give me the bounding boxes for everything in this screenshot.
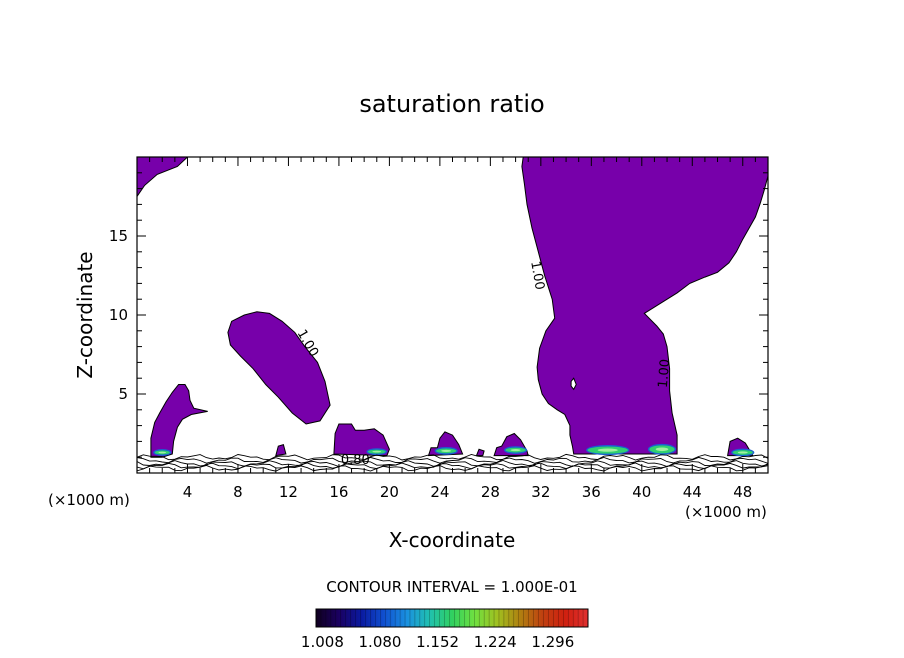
- region-bump-27: [475, 448, 485, 457]
- hotspot-core-3: [441, 449, 452, 452]
- x-tick-label: 48: [733, 483, 752, 501]
- colorbar-tick-label: 1.224: [474, 633, 517, 651]
- x-tick-label: 12: [279, 483, 298, 501]
- x-tick-label: 4: [183, 483, 193, 501]
- x-tick-label: 20: [380, 483, 399, 501]
- contour-label-3: 0.80: [341, 453, 370, 468]
- y-tick-label: 5: [118, 385, 128, 403]
- colorbar: 1.008 1.080 1.152 1.224 1.296: [301, 608, 589, 651]
- ground-line-0: [137, 453, 768, 461]
- contour-plot-area: [137, 157, 768, 472]
- x-unit-label-left: (×1000 m): [48, 491, 130, 509]
- colorbar-tick-label: 1.080: [359, 633, 402, 651]
- contour-label-1: 1.00: [527, 260, 547, 291]
- ground-line-2: [137, 460, 768, 467]
- x-tick-label: 16: [329, 483, 348, 501]
- hotspot-core-6: [158, 451, 167, 454]
- ground-line-1: [137, 456, 768, 464]
- region-tall-cloud: [521, 157, 768, 455]
- x-tick-label: 8: [233, 483, 243, 501]
- colorbar-tick-label: 1.008: [301, 633, 344, 651]
- region-bump-16: [333, 423, 390, 457]
- y-tick-label: 15: [109, 227, 128, 245]
- region-hole-0: [570, 377, 577, 391]
- region-bump-12: [275, 443, 287, 457]
- x-tick-label: 28: [481, 483, 500, 501]
- colorbar-tick-label: 1.296: [531, 633, 574, 651]
- colorbar-gradient: [315, 608, 589, 628]
- chart-title: saturation ratio: [359, 90, 544, 118]
- x-tick-label: 36: [582, 483, 601, 501]
- hotspot-core-4: [372, 450, 382, 453]
- x-tick-label: 24: [430, 483, 449, 501]
- region-mid-blob: [227, 311, 331, 425]
- colorbar-dividers: [320, 609, 584, 627]
- x-axis-ticks: 4 8 12 16 20 24 28 32 36 40 44 48: [149, 157, 756, 501]
- high-value-hotspots: [153, 443, 755, 457]
- x-tick-label: 40: [632, 483, 651, 501]
- x-axis-label: X-coordinate: [389, 528, 516, 552]
- ground-contour-lines: [137, 453, 768, 472]
- y-axis-ticks: 5 10 15: [109, 172, 768, 458]
- hotspot-core-1: [655, 447, 669, 452]
- contour-regions: [137, 157, 768, 458]
- hotspot-core-2: [510, 449, 521, 452]
- y-tick-label: 10: [109, 306, 128, 324]
- x-unit-label-right: (×1000 m): [685, 503, 767, 521]
- colorbar-tick-label: 1.152: [416, 633, 459, 651]
- contour-interval-label: CONTOUR INTERVAL = 1.000E-01: [326, 578, 577, 596]
- region-top-left: [137, 157, 189, 198]
- hotspot-core-0: [597, 448, 618, 452]
- y-axis-label: Z-coordinate: [73, 251, 97, 378]
- contour-label-2: 1.00: [656, 358, 673, 388]
- region-small-left: [150, 384, 208, 458]
- x-tick-label: 32: [531, 483, 550, 501]
- colorbar-tick-labels: 1.008 1.080 1.152 1.224 1.296: [301, 633, 574, 651]
- x-tick-label: 44: [683, 483, 702, 501]
- hotspot-core-5: [737, 451, 748, 454]
